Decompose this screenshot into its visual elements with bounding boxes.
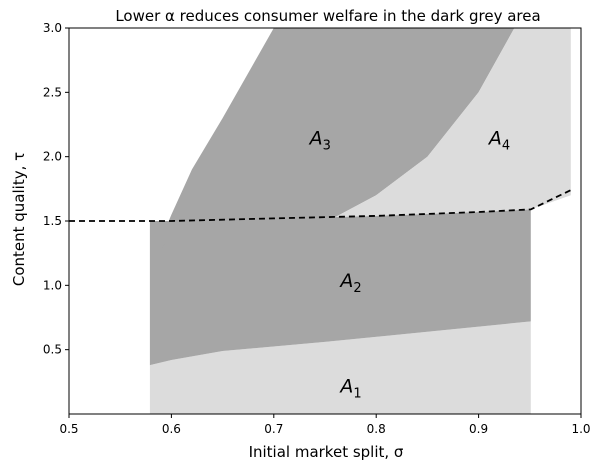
y-tick-label: 1.0 bbox=[43, 278, 62, 292]
chart-regions bbox=[69, 28, 571, 414]
y-tick-label: 1.5 bbox=[43, 214, 62, 228]
y-tick-label: 2.5 bbox=[43, 85, 62, 99]
region-a4 bbox=[335, 28, 571, 218]
y-tick-label: 0.5 bbox=[43, 343, 62, 357]
x-tick-label: 0.5 bbox=[59, 422, 78, 436]
y-axis-title: Content quality, τ bbox=[10, 152, 28, 286]
region-a2 bbox=[69, 209, 531, 366]
x-tick-label: 1.0 bbox=[571, 422, 590, 436]
region-a1 bbox=[149, 321, 531, 414]
x-tick-label: 0.6 bbox=[162, 422, 181, 436]
chart-title: Lower α reduces consumer welfare in the … bbox=[115, 7, 540, 25]
x-tick-label: 0.8 bbox=[367, 422, 386, 436]
region-a3 bbox=[149, 28, 515, 266]
axis-ticks: 0.5 0.6 0.7 0.8 0.9 1.0 0.5 1.0 1.5 2.0 2.5 3.0 bbox=[43, 21, 591, 436]
boundary-line bbox=[69, 189, 572, 222]
y-tick-label: 2.0 bbox=[43, 150, 62, 164]
x-axis-title: Initial market split, σ bbox=[249, 443, 404, 461]
y-tick-label: 3.0 bbox=[43, 21, 62, 35]
x-tick-label: 0.9 bbox=[469, 422, 488, 436]
x-tick-label: 0.7 bbox=[264, 422, 283, 436]
boundary-layer bbox=[69, 189, 572, 222]
